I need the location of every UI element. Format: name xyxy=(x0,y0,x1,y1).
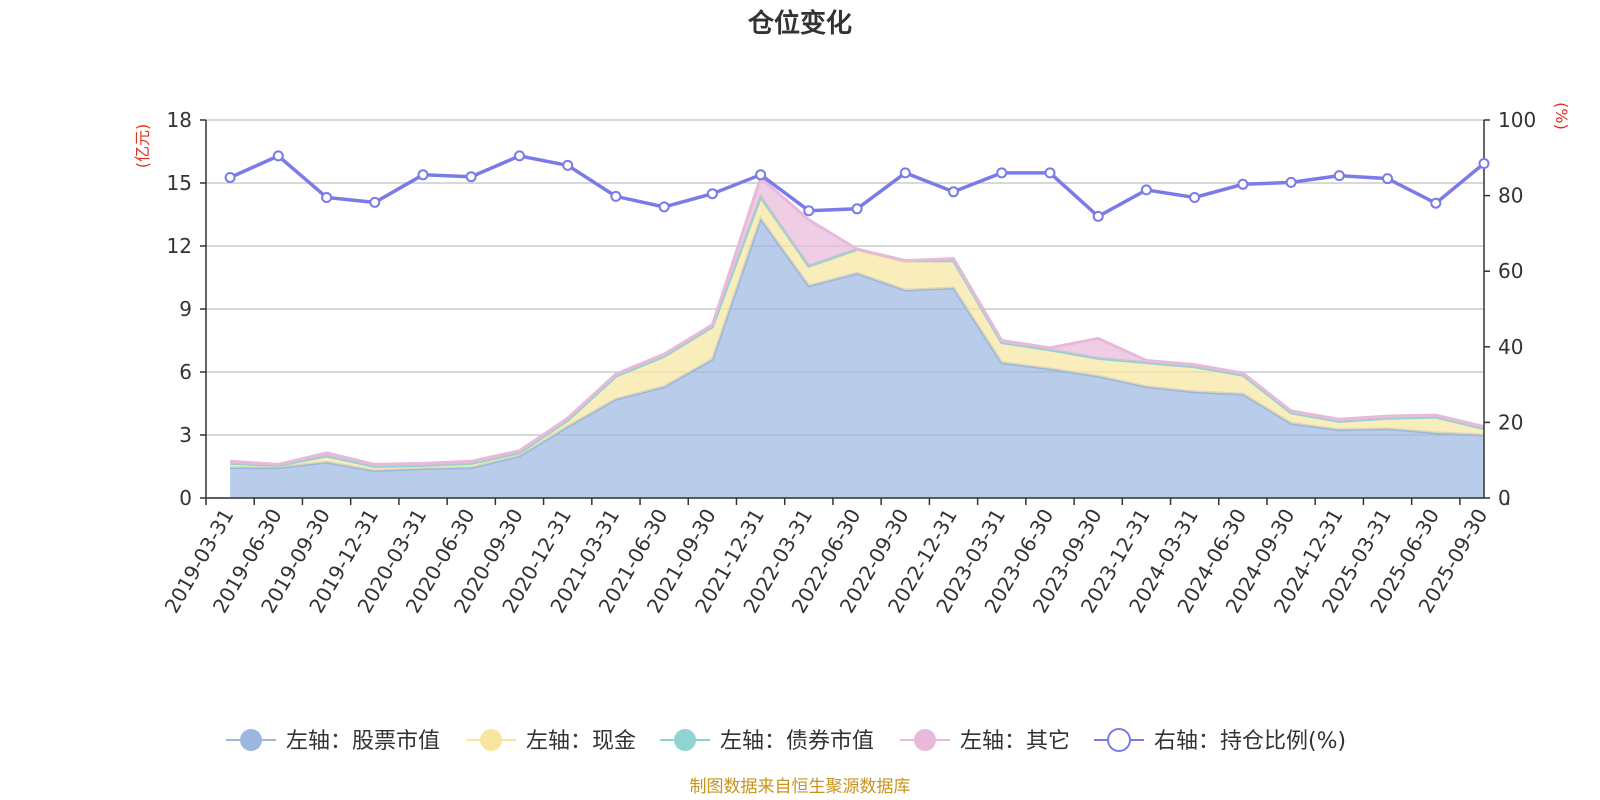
legend-marker xyxy=(240,729,262,751)
ratio-point xyxy=(1140,184,1152,196)
ratio-point xyxy=(562,159,574,171)
source-note: 制图数据来自恒生聚源数据库 xyxy=(690,777,911,797)
area-edge-3 xyxy=(230,175,1485,466)
ratio-line-series xyxy=(224,150,1490,222)
ratio-point xyxy=(1285,176,1297,188)
ratio-point xyxy=(803,205,815,217)
ratio-point xyxy=(706,188,718,200)
ratio-point xyxy=(948,186,959,198)
y-left-tick-label: 0 xyxy=(179,486,192,510)
ratio-point xyxy=(417,169,429,181)
ratio-point xyxy=(369,196,381,208)
legend-marker xyxy=(674,729,696,751)
ratio-point xyxy=(1189,192,1201,203)
y-right-tick-label: 60 xyxy=(1498,259,1523,283)
ratio-point xyxy=(996,167,1008,179)
ratio-point xyxy=(1044,167,1056,179)
ratio-point xyxy=(851,203,863,215)
ratio-point xyxy=(514,150,525,162)
y-right-tick-label: 80 xyxy=(1498,184,1523,208)
y-left-tick-label: 12 xyxy=(167,234,192,258)
y-left-tick-label: 9 xyxy=(179,297,192,321)
ratio-point xyxy=(1478,158,1490,169)
chart-title: 仓位变化 xyxy=(747,8,852,39)
legend-label: 左轴：债券市值 xyxy=(720,729,874,754)
y-right-unit: (%) xyxy=(1552,102,1571,130)
legend-marker xyxy=(480,729,502,751)
ratio-point xyxy=(272,150,284,162)
y-left-tick-label: 18 xyxy=(167,108,192,132)
area-fill-0 xyxy=(230,218,1485,498)
ratio-point xyxy=(1430,197,1442,209)
ratio-point xyxy=(1092,210,1104,222)
legend-marker xyxy=(1107,728,1131,752)
legend: 左轴：股票市值 左轴：现金 左轴：债券市值 左轴：其它 右轴：持仓比例(%) xyxy=(226,728,1346,754)
y-right-tick-label: 20 xyxy=(1498,410,1523,434)
y-right-tick-label: 100 xyxy=(1498,108,1536,132)
area-series xyxy=(230,175,1485,498)
ratio-point xyxy=(1237,178,1249,190)
y-left-unit: (亿元) xyxy=(133,124,152,169)
y-right-tick-label: 40 xyxy=(1498,335,1523,359)
ratio-point xyxy=(465,171,477,183)
ratio-point xyxy=(1382,173,1393,185)
ratio-point xyxy=(1333,170,1345,182)
ratio-point xyxy=(224,172,236,183)
legend-label: 左轴：其它 xyxy=(960,729,1070,754)
y-left-tick-label: 6 xyxy=(179,360,192,384)
y-left-tick-label: 3 xyxy=(179,423,192,447)
ratio-point xyxy=(610,190,622,202)
legend-label: 左轴：现金 xyxy=(526,729,636,754)
ratio-point xyxy=(658,201,670,213)
ratio-point xyxy=(899,167,911,179)
ratio-point xyxy=(755,169,767,181)
legend-marker xyxy=(914,729,936,751)
legend-label: 左轴：股票市值 xyxy=(286,729,440,754)
ratio-point xyxy=(321,192,333,203)
legend-label: 右轴：持仓比例(%) xyxy=(1154,729,1346,754)
area-fill-1 xyxy=(230,198,1485,471)
y-left-tick-label: 15 xyxy=(167,171,192,195)
